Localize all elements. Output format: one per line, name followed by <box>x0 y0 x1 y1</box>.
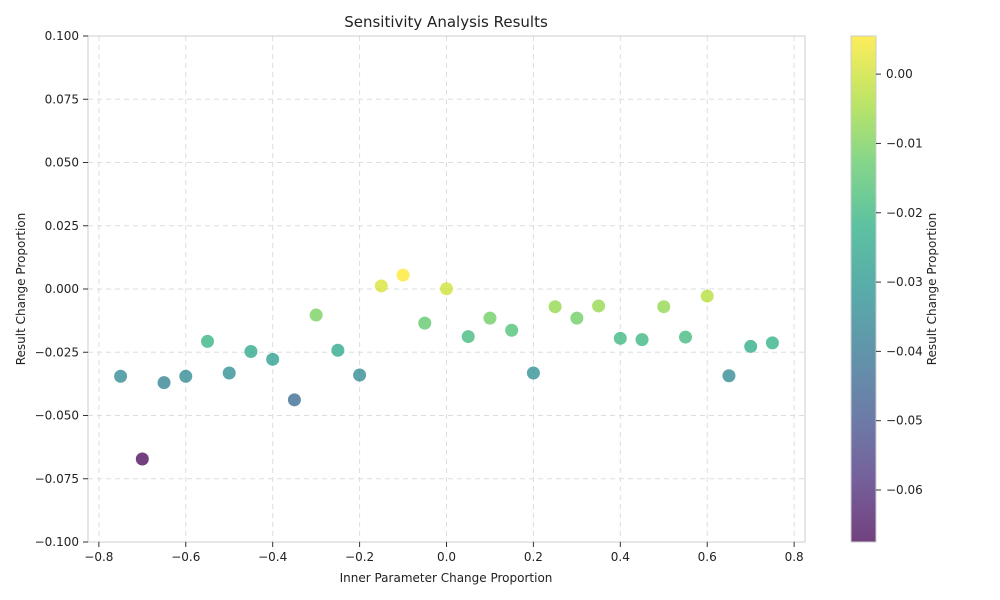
data-point <box>765 336 779 350</box>
data-point <box>222 366 236 380</box>
colorbar-tick-label: −0.05 <box>886 414 923 428</box>
data-point <box>440 282 453 296</box>
x-tick-label: 0.0 <box>437 550 456 564</box>
data-point <box>114 369 128 383</box>
colorbar-frame <box>850 35 877 543</box>
colorbar-label: Result Change Proportion <box>925 213 939 366</box>
colorbar-ticks: 0.00 −0.01 −0.02 −0.03 −0.04 −0.05 −0.06 <box>876 67 923 497</box>
data-point <box>722 369 736 383</box>
y-tick-label: 0.075 <box>45 92 79 106</box>
x-tick-label: 0.8 <box>785 550 804 564</box>
colorbar-tick-label: −0.01 <box>886 136 923 150</box>
chart-title: Sensitivity Analysis Results <box>344 13 548 31</box>
y-axis-ticks: −0.100 −0.075 −0.050 −0.025 0.000 0.025 0.050 0… <box>35 29 88 549</box>
data-point <box>396 268 410 282</box>
data-point <box>179 369 193 383</box>
x-tick-label: −0.4 <box>258 550 287 564</box>
y-tick-label: −0.075 <box>35 472 79 486</box>
colorbar-tick-label: −0.04 <box>886 344 923 358</box>
x-axis-ticks: −0.8 −0.6 −0.4 −0.2 0.0 0.2 0.4 0.6 0.8 <box>84 542 804 564</box>
y-tick-label: 0.025 <box>45 219 79 233</box>
data-point <box>657 300 671 314</box>
y-axis-label: Result Change Proportion <box>14 213 28 366</box>
colorbar-tick-label: −0.02 <box>886 206 923 220</box>
x-tick-label: −0.8 <box>84 550 113 564</box>
y-tick-label: 0.050 <box>45 156 79 170</box>
data-point <box>679 330 692 344</box>
data-points <box>114 268 779 466</box>
data-point <box>526 366 540 380</box>
data-point <box>592 299 606 313</box>
colorbar-tick-label: −0.03 <box>886 275 923 289</box>
y-tick-label: 0.100 <box>45 29 79 43</box>
y-tick-label: −0.025 <box>35 345 79 359</box>
y-tick-label: 0.000 <box>45 282 79 296</box>
data-point <box>309 308 323 322</box>
data-point <box>635 333 649 347</box>
data-point <box>244 344 258 358</box>
data-point <box>287 393 301 407</box>
data-point <box>483 311 497 325</box>
data-point <box>700 289 714 303</box>
x-tick-label: 0.4 <box>611 550 630 564</box>
data-point <box>353 368 367 382</box>
data-point <box>331 343 345 357</box>
colorbar <box>851 36 876 542</box>
data-point <box>135 452 149 466</box>
x-tick-label: 0.6 <box>698 550 717 564</box>
data-point <box>613 331 627 345</box>
data-point <box>505 323 519 337</box>
x-tick-label: 0.2 <box>524 550 543 564</box>
data-point <box>201 334 214 348</box>
data-point <box>570 311 584 325</box>
x-tick-label: −0.6 <box>171 550 200 564</box>
data-point <box>548 300 562 314</box>
data-point <box>266 352 280 366</box>
y-tick-label: −0.100 <box>35 535 79 549</box>
data-point <box>744 339 758 353</box>
y-tick-label: −0.050 <box>35 409 79 423</box>
x-tick-label: −0.2 <box>345 550 374 564</box>
data-point <box>157 376 171 390</box>
colorbar-tick-label: 0.00 <box>886 67 913 81</box>
colorbar-tick-label: −0.06 <box>886 483 923 497</box>
data-point <box>418 316 432 330</box>
data-point <box>374 279 388 293</box>
data-point <box>461 330 475 344</box>
x-axis-label: Inner Parameter Change Proportion <box>340 571 553 585</box>
